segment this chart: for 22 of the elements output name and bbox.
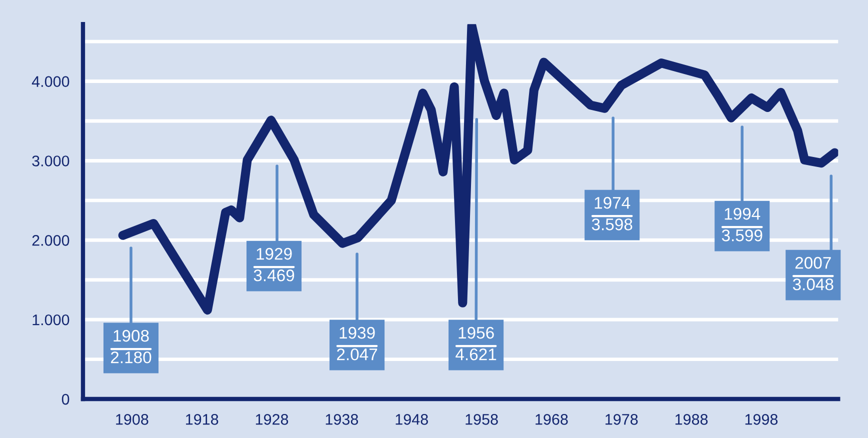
annotation: 1974 3.598 <box>592 196 632 230</box>
x-tick-label: 1978 <box>606 414 638 425</box>
annotation: 1994 3.599 <box>722 208 762 242</box>
y-tick-label: 0 <box>62 394 70 405</box>
x-tick-label: 1998 <box>745 414 778 425</box>
x-tick-label: 1938 <box>326 414 358 425</box>
annotation: 1908 2.180 <box>110 330 152 364</box>
x-tick-label: 1908 <box>116 414 148 425</box>
x-tick-label: 1928 <box>256 414 288 425</box>
y-tick-label: 1.000 <box>32 314 70 326</box>
x-tick-label: 1988 <box>675 414 708 425</box>
x-tick-label: 1958 <box>466 414 498 425</box>
y-tick-label: 3.000 <box>32 156 70 166</box>
annotation: 1956 4.621 <box>456 326 496 360</box>
x-tick-label: 1918 <box>186 414 218 425</box>
x-tick-label: 1948 <box>396 414 428 425</box>
annotation: 1929 3.469 <box>254 248 294 282</box>
annotation: 2007 3.048 <box>792 256 834 290</box>
x-tick-label: 1968 <box>536 414 568 425</box>
annotation: 1939 2.047 <box>337 326 378 360</box>
y-tick-label: 2.000 <box>32 235 70 246</box>
y-tick-label: 4.000 <box>32 76 70 87</box>
